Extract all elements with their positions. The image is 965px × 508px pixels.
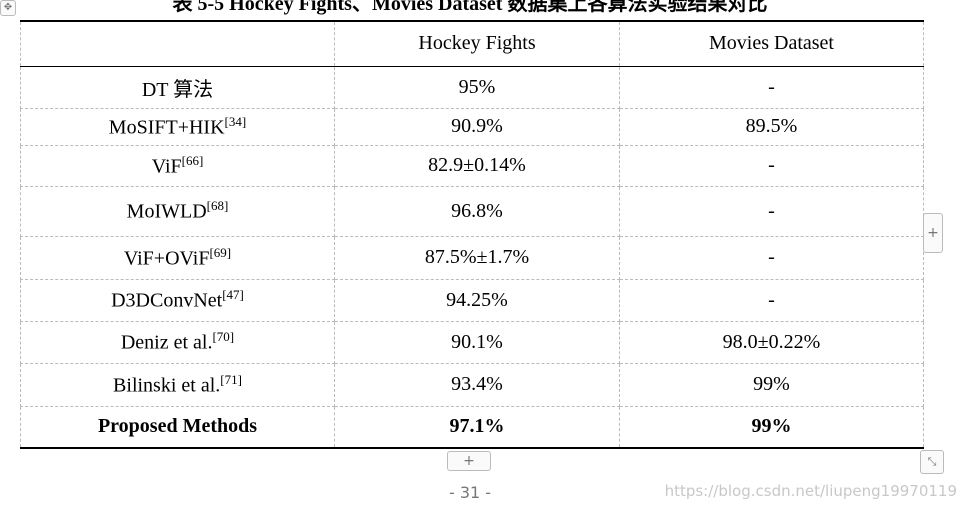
method-name: Deniz et al. [120,331,213,354]
movies-cell: - [619,145,924,187]
method-name: D3DConvNet [111,289,223,312]
watermark: https://blog.csdn.net/liupeng19970119 [664,482,957,500]
reference: [34] [224,113,247,129]
table-row: ViF[66] 82.9±0.14% - [20,145,924,187]
hockey-cell: 97.1% [334,406,620,448]
movies-cell: - [619,279,924,322]
movies-cell: - [619,186,924,237]
reference: [71] [220,371,242,387]
movies-cell: 99% [619,363,924,407]
header-cell: Hockey Fights [334,21,620,67]
header-cell: Movies Dataset [619,21,924,67]
reference: [66] [181,152,204,168]
hockey-cell: 82.9±0.14% [334,145,620,187]
header-row: Hockey Fights Movies Dataset [20,21,924,67]
table-row: Proposed Methods 97.1% 99% [20,406,924,448]
movies-cell: 89.5% [619,108,924,146]
method-name: ViF+OViF [123,247,210,270]
method-name: MoIWLD [126,200,207,223]
table-row: ViF+OViF[69] 87.5%±1.7% - [20,236,924,280]
method-cell: ViF[66] [20,145,335,187]
reference: [47] [222,287,244,303]
movies-cell: - [619,66,924,109]
hockey-cell: 96.8% [334,186,620,237]
add-row-button[interactable]: + [447,451,491,471]
header-cell [20,21,335,67]
method-name: Bilinski et al. [113,374,221,397]
reference: [69] [209,244,232,260]
hockey-cell: 87.5%±1.7% [334,236,620,280]
hockey-cell: 90.9% [334,108,620,146]
reference: [70] [212,329,235,345]
table-row: Deniz et al.[70] 90.1% 98.0±0.22% [20,321,924,364]
reference: [68] [206,198,229,214]
hockey-cell: 94.25% [334,279,620,322]
resize-handle[interactable]: ⤡ [920,450,944,474]
hockey-cell: 95% [334,66,620,109]
hockey-cell: 93.4% [334,363,620,407]
method-cell: MoSIFT+HIK[34] [20,108,335,146]
movies-cell: 99% [619,406,924,448]
add-column-button[interactable]: + [923,213,943,253]
method-cell: DT 算法 [20,66,335,109]
table-row: MoSIFT+HIK[34] 90.9% 89.5% [20,108,924,146]
movies-cell: 98.0±0.22% [619,321,924,364]
method-cell: ViF+OViF[69] [20,236,335,280]
method-cell: Bilinski et al.[71] [20,363,335,407]
table-caption: 表 5-5 Hockey Fights、Movies Dataset 数据集上各… [172,0,768,15]
method-cell: D3DConvNet[47] [20,279,335,322]
table-row: D3DConvNet[47] 94.25% - [20,279,924,322]
method-name: DT 算法 [141,78,214,101]
method-name: MoSIFT+HIK [108,116,225,139]
method-cell: Deniz et al.[70] [20,321,335,364]
method-cell: Proposed Methods [20,406,335,448]
method-name: Proposed Methods [97,415,258,438]
move-handle[interactable]: ✥ [0,0,16,16]
table-row: DT 算法 95% - [20,66,924,109]
page-number: - 31 - [448,483,492,502]
movies-cell: - [619,236,924,280]
table-row: MoIWLD[68] 96.8% - [20,186,924,237]
method-name: ViF [151,155,182,178]
table-row: Bilinski et al.[71] 93.4% 99% [20,363,924,407]
results-table: Hockey Fights Movies Dataset DT 算法 95% - MoSI… [20,20,924,449]
method-cell: MoIWLD[68] [20,186,335,237]
hockey-cell: 90.1% [334,321,620,364]
